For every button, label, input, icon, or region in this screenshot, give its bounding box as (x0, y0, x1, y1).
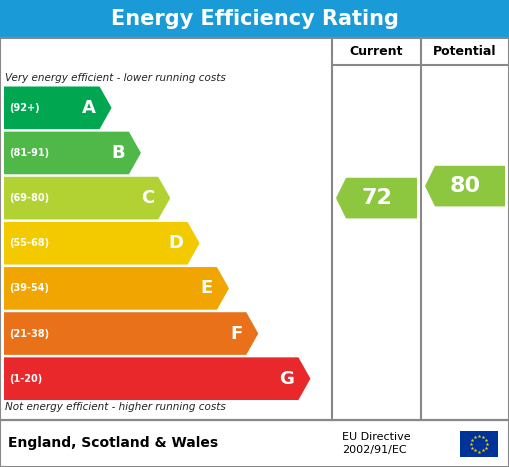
Bar (460, 431, 498, 457)
Polygon shape (4, 312, 258, 355)
Polygon shape (425, 166, 505, 206)
Polygon shape (4, 222, 200, 265)
Polygon shape (4, 132, 141, 174)
Text: C: C (141, 189, 154, 207)
Text: (69-80): (69-80) (9, 193, 49, 203)
Text: Very energy efficient - lower running costs: Very energy efficient - lower running co… (5, 73, 226, 83)
Text: (39-54): (39-54) (9, 283, 49, 293)
Text: G: G (279, 370, 294, 388)
Polygon shape (4, 357, 310, 400)
Text: B: B (111, 144, 125, 162)
Text: 80: 80 (449, 176, 480, 196)
Bar (0, 420, 509, 467)
Text: Not energy efficient - higher running costs: Not energy efficient - higher running co… (5, 402, 226, 412)
Polygon shape (4, 267, 229, 310)
Text: (81-91): (81-91) (9, 148, 49, 158)
Text: Energy Efficiency Rating: Energy Efficiency Rating (110, 9, 399, 29)
Bar (0, 0, 509, 38)
Text: Current: Current (350, 45, 403, 58)
Text: Potential: Potential (433, 45, 497, 58)
Text: (92+): (92+) (9, 103, 40, 113)
Text: 72: 72 (361, 188, 392, 208)
Text: D: D (168, 234, 184, 252)
Text: F: F (230, 325, 242, 342)
Polygon shape (4, 86, 111, 129)
Text: E: E (201, 279, 213, 297)
Text: (1-20): (1-20) (9, 374, 42, 384)
Text: England, Scotland & Wales: England, Scotland & Wales (8, 437, 218, 451)
Bar (0, 38, 509, 420)
Text: (21-38): (21-38) (9, 329, 49, 339)
Text: (55-68): (55-68) (9, 238, 49, 248)
Text: EU Directive: EU Directive (342, 432, 411, 443)
Bar (0, 420, 509, 467)
Polygon shape (4, 177, 170, 219)
Text: 2002/91/EC: 2002/91/EC (342, 445, 407, 454)
Polygon shape (336, 178, 417, 219)
Text: A: A (82, 99, 96, 117)
